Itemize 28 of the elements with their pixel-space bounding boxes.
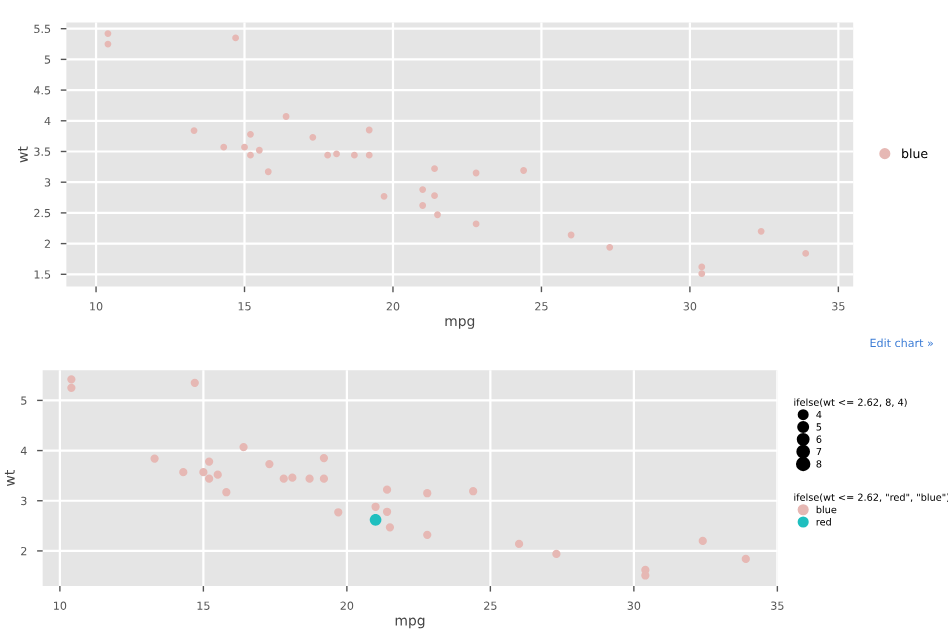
point [220, 143, 228, 151]
point [324, 151, 332, 159]
point [434, 211, 441, 219]
point [232, 34, 240, 42]
point [802, 250, 810, 257]
point [419, 186, 427, 193]
point [350, 151, 358, 159]
point [606, 243, 614, 251]
point [365, 151, 373, 159]
point [380, 192, 388, 200]
point [419, 202, 427, 209]
point [104, 30, 112, 37]
point [365, 126, 373, 134]
point [190, 127, 198, 135]
point [698, 263, 706, 271]
point [241, 143, 248, 151]
point [264, 168, 272, 176]
point [282, 113, 290, 120]
point [255, 146, 263, 154]
point [431, 192, 438, 200]
point [431, 165, 438, 173]
point [247, 151, 254, 159]
point [309, 133, 317, 141]
point [698, 270, 706, 278]
point [333, 150, 340, 158]
point [757, 227, 765, 235]
point [247, 130, 254, 138]
point [520, 167, 528, 174]
